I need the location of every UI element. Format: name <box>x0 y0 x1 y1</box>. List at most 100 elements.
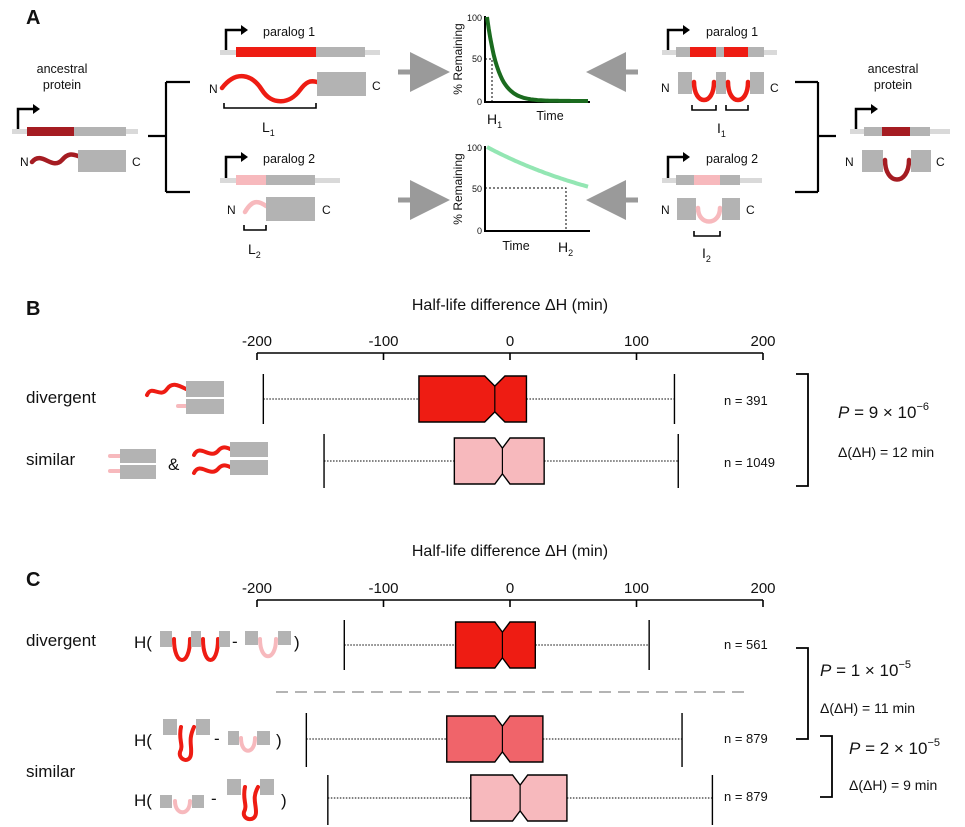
tick-label: 0 <box>506 333 514 350</box>
paralog-2-label: paralog 2 <box>263 152 315 166</box>
gene-exon-gray <box>266 175 315 185</box>
gene-exon-red <box>724 47 748 57</box>
svg-text:-: - <box>214 729 220 748</box>
axis-title: Half-life difference ΔH (min) <box>412 543 608 560</box>
n-terminus: N <box>845 155 854 169</box>
left-ancestral-label-line1: ancestral <box>37 62 88 76</box>
gene-exon-pink <box>694 175 720 185</box>
internal-loop <box>691 79 717 103</box>
c-terminus: C <box>936 155 945 169</box>
p-value-1: P = 1 × 10−5 <box>820 659 911 680</box>
l1-label: L1 <box>262 119 275 138</box>
formula-divergent: H( - ) <box>134 631 300 662</box>
box-similar-2- <box>470 774 568 822</box>
paralog-1-label: paralog 1 <box>706 25 758 39</box>
left-ancestral: ancestral protein N C <box>12 62 141 172</box>
folded-domain <box>862 150 883 172</box>
folded-domain <box>911 150 931 172</box>
disordered-tail <box>242 199 269 215</box>
right-paralog-2: paralog 2 N C I2 <box>661 152 762 264</box>
panel-b: B Half-life difference ΔH (min) -200 -100… <box>26 297 934 488</box>
box-similar <box>453 437 545 485</box>
tick-label: 200 <box>750 333 775 350</box>
gene-exon-gray <box>864 127 882 136</box>
length-bracket <box>223 103 317 109</box>
svg-text:H(: H( <box>134 731 152 750</box>
tick-0: 0 <box>477 97 482 107</box>
x-axis: -200 -100 0 100 200 <box>242 580 776 607</box>
promoter-arrowhead-icon <box>33 104 40 114</box>
gene-exon-gray <box>676 175 694 185</box>
gene-exon-red <box>236 47 316 57</box>
significance-bracket-outer <box>796 647 809 740</box>
time-label: Time <box>536 109 563 123</box>
row-label-divergent: divergent <box>26 388 96 407</box>
promoter-arrowhead-icon <box>683 152 690 162</box>
x-axis: -200 -100 0 100 200 <box>242 333 776 360</box>
box-divergent <box>454 621 536 669</box>
left-ancestral-label-line2: protein <box>43 78 81 92</box>
row-label-divergent: divergent <box>26 631 96 650</box>
gene-exon-gray <box>910 127 930 136</box>
tick-label: -100 <box>368 333 398 350</box>
promoter-arrowhead-icon <box>241 25 248 35</box>
n-terminus: N <box>661 81 670 95</box>
promoter-arrow-icon <box>224 155 241 178</box>
panel-a: A ancestral protein N C paralog 1 N <box>12 7 950 264</box>
significance-bracket-inner <box>820 735 833 798</box>
paralog-2-label: paralog 2 <box>706 152 758 166</box>
decay-plot-2: % Remaining 100 50 0 Time H2 <box>451 143 590 258</box>
folded-domain <box>722 198 740 220</box>
folded-domain <box>317 72 366 96</box>
promoter-arrow-icon <box>16 107 33 131</box>
box-similar-1- <box>446 715 544 763</box>
row-label-similar: similar <box>26 450 75 469</box>
delta-median: Δ(ΔH) = 12 min <box>838 444 934 460</box>
left-paralog-2: paralog 2 N C L2 <box>220 152 340 260</box>
halflife-guide <box>485 187 567 231</box>
right-ancestral-label-line1: ancestral <box>868 62 919 76</box>
gene-exon-red <box>690 47 716 57</box>
boxplots-b <box>262 374 679 488</box>
tick-label: 0 <box>506 580 514 597</box>
tick-label: 200 <box>750 580 775 597</box>
decay-ylabel: % Remaining <box>451 23 465 94</box>
length-bracket <box>243 225 267 231</box>
promoter-arrow-icon <box>666 155 683 178</box>
disordered-tail <box>29 152 81 166</box>
tick-100: 100 <box>467 13 482 23</box>
tick-label: 100 <box>624 580 649 597</box>
left-bracket <box>148 80 190 194</box>
decay-curve-slow <box>486 145 589 189</box>
n-terminus: N <box>661 203 670 217</box>
internal-loop <box>725 79 751 103</box>
svg-text:): ) <box>276 731 282 750</box>
right-paralog-1: paralog 1 N C I1 <box>661 25 779 139</box>
row-label-similar: similar <box>26 762 75 781</box>
gene-exon-gray <box>720 175 740 185</box>
internal-loop <box>695 205 723 224</box>
tick-label: -200 <box>242 580 272 597</box>
n-terminus: N <box>20 155 29 169</box>
gene-exon-gray <box>716 47 724 57</box>
n-label-2: n = 879 <box>724 731 768 746</box>
axis-title: Half-life difference ΔH (min) <box>412 297 608 314</box>
promoter-arrow-icon <box>854 107 871 131</box>
gene-exon-red <box>27 127 74 136</box>
promoter-arrow-icon <box>666 28 683 50</box>
folded-domain <box>266 197 315 221</box>
decay-axes <box>484 146 590 232</box>
n-terminus: N <box>209 82 218 96</box>
panel-b-label: B <box>26 298 40 320</box>
halflife-guide <box>485 58 493 102</box>
boxplots-c <box>305 620 714 825</box>
p-value-2: P = 2 × 10−5 <box>849 737 940 758</box>
formula-similar-1: H( - ) <box>134 719 282 762</box>
n-label-3: n = 879 <box>724 789 768 804</box>
paralog-1-label: paralog 1 <box>263 25 315 39</box>
significance-bracket <box>796 373 809 487</box>
tick-0: 0 <box>477 226 482 236</box>
p-value: P = 9 × 10−6 <box>838 401 929 422</box>
box-divergent <box>418 375 528 423</box>
